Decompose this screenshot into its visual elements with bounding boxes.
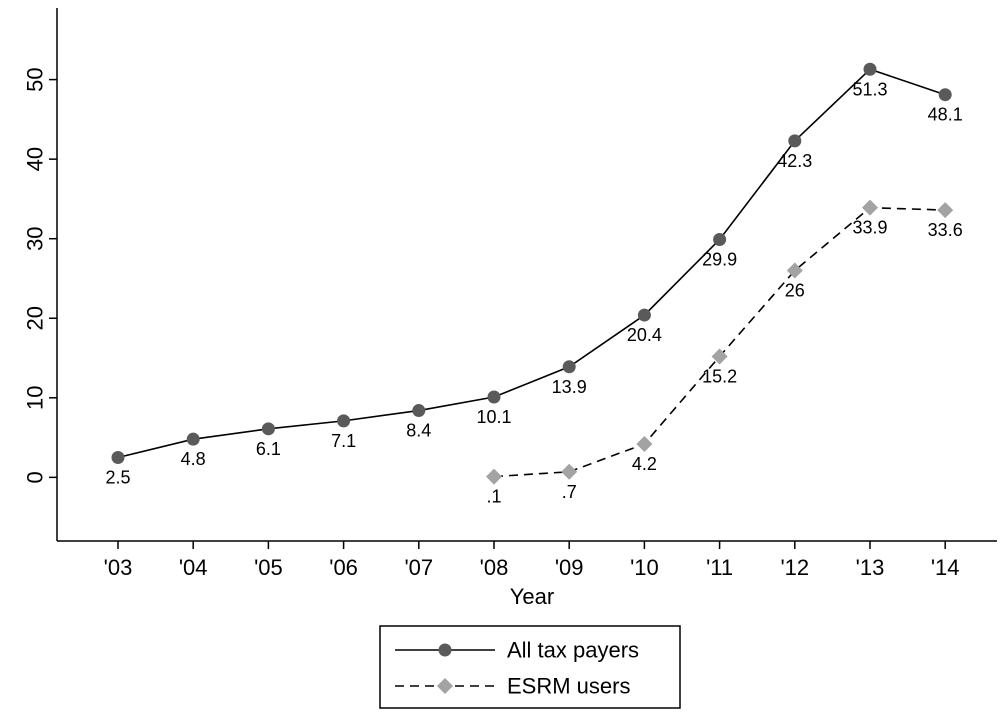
data-label: 26 [785, 281, 805, 301]
axes: 0 10 20 30 40 50 '03 '04 '05 '06 '07 '08 '09 '10 '11 '1… [23, 8, 997, 580]
data-point [561, 463, 578, 480]
data-label: 29.9 [702, 249, 737, 269]
series-line-2 [493, 206, 946, 478]
legend-label: All tax payers [507, 638, 639, 663]
y-tick-label: 40 [23, 147, 48, 171]
x-tick-label: '05 [254, 555, 283, 580]
data-point [713, 232, 727, 246]
data-point [786, 262, 803, 279]
x-tick-label: '11 [706, 555, 733, 580]
x-tick-label: '09 [555, 555, 584, 580]
y-tick-label: 50 [23, 67, 48, 91]
data-point [862, 199, 878, 216]
x-tick-label: '03 [104, 555, 133, 580]
data-point [863, 62, 877, 76]
data-point [487, 390, 501, 404]
data-point [261, 422, 275, 436]
data-label: 33.6 [928, 220, 963, 240]
data-label: 15.2 [702, 366, 737, 386]
data-label: 7.1 [331, 431, 356, 451]
data-label: 42.3 [777, 151, 812, 171]
data-point [711, 348, 728, 365]
data-point [412, 404, 426, 418]
data-label: 10.1 [476, 407, 511, 427]
x-tick-label: '07 [404, 555, 433, 580]
data-label: 2.5 [105, 467, 130, 487]
x-tick-label: '04 [179, 555, 208, 580]
x-tick-label: '10 [630, 555, 659, 580]
x-tick-label: '14 [931, 555, 960, 580]
x-tick-label: '12 [780, 555, 809, 580]
data-point [486, 468, 502, 485]
data-label: 4.2 [632, 454, 657, 474]
x-axis-title: Year [510, 584, 554, 609]
legend-box [379, 625, 681, 709]
data-labels: 2.5 4.8 6.1 7.1 8.4 10.1 13.9 20.4 29.9 42.3 51.3 4… [105, 79, 962, 506]
data-label: .1 [486, 487, 501, 507]
series-lines [117, 68, 946, 478]
legend-marker [437, 678, 453, 694]
data-point [337, 414, 351, 428]
data-point [562, 360, 576, 374]
legend: All tax payers ESRM users [379, 625, 681, 709]
x-tick-label: '06 [329, 555, 358, 580]
data-point [938, 88, 952, 102]
data-label: 4.8 [181, 449, 206, 469]
data-label: 6.1 [256, 439, 281, 459]
data-label: 20.4 [627, 325, 662, 345]
data-point [111, 450, 125, 464]
data-point [637, 308, 651, 322]
data-label: 51.3 [852, 79, 887, 99]
data-label: 8.4 [406, 421, 431, 441]
legend-marker [438, 643, 452, 657]
data-label: .7 [562, 482, 577, 502]
data-label: 48.1 [928, 105, 963, 125]
data-label: 33.9 [852, 218, 887, 238]
x-tick-label: '13 [856, 555, 885, 580]
legend-label: ESRM users [507, 674, 630, 699]
y-tick-label: 10 [23, 386, 48, 410]
data-point [788, 134, 802, 148]
data-point [937, 202, 954, 219]
data-point [186, 432, 200, 446]
y-tick-label: 0 [23, 471, 48, 483]
y-tick-label: 30 [23, 226, 48, 250]
x-tick-label: '08 [480, 555, 509, 580]
series-markers [111, 62, 954, 485]
series-line-1 [117, 68, 946, 459]
data-label: 13.9 [552, 377, 587, 397]
y-tick-label: 20 [23, 306, 48, 330]
data-point [636, 435, 653, 452]
